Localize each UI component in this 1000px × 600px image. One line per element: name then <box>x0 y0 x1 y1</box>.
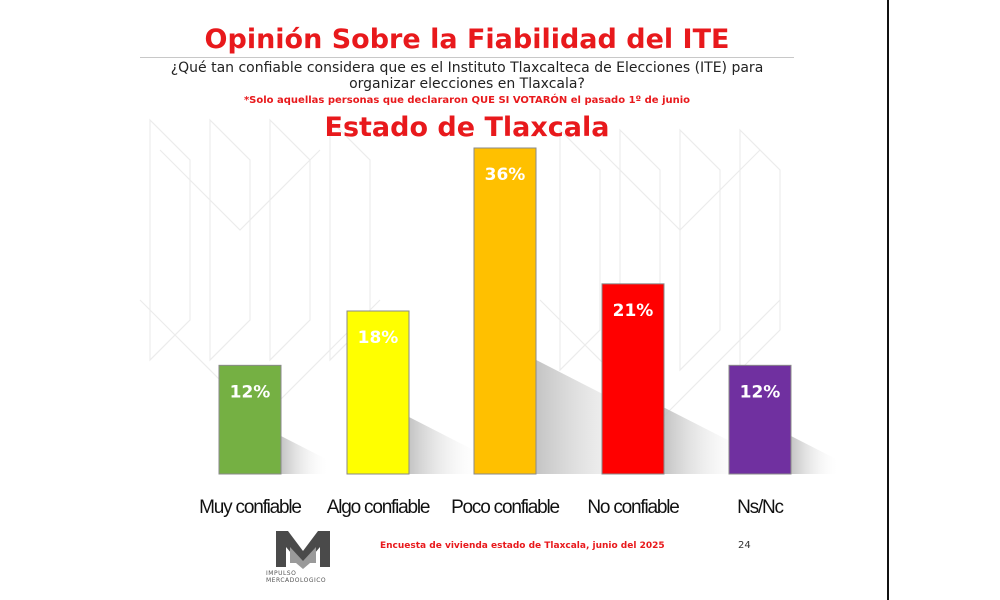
category-label: Muy confiable <box>199 497 301 518</box>
data-label: 12% <box>740 382 781 402</box>
logo-text-line1: IMPULSO <box>266 570 297 577</box>
survey-note: *Solo aquellas personas que declararon Q… <box>243 95 691 106</box>
category-label: No confiable <box>587 497 679 518</box>
data-label: 21% <box>613 301 654 321</box>
category-label: Ns/Nc <box>737 497 783 518</box>
bar-ns-nc <box>728 364 792 475</box>
bar-shadow <box>664 407 750 474</box>
source-footer: Encuesta de vivienda estado de Tlaxcala,… <box>380 541 665 551</box>
data-label: 36% <box>485 165 526 185</box>
bar-shadow <box>281 435 330 474</box>
m-monogram-icon <box>276 531 330 569</box>
chart-title: Opinión Sobre la Fiabilidad del ITE <box>204 24 730 55</box>
survey-question: ¿Qué tan confiable considera que es el I… <box>170 60 764 92</box>
bar-no-confiable <box>601 283 665 475</box>
bar-algo-confiable <box>346 310 410 475</box>
bar-shadow <box>409 416 483 474</box>
bar-muy-confiable <box>218 364 282 475</box>
page-number: 24 <box>738 540 751 551</box>
data-label: 18% <box>358 328 399 348</box>
category-label: Poco confiable <box>451 497 559 518</box>
bar-shadow <box>791 435 840 474</box>
bar-poco-confiable <box>473 147 537 475</box>
title-rule <box>140 57 794 58</box>
logo-text: IMPULSO MERCADOLOGICO <box>266 570 326 584</box>
logo-text-line2: MERCADOLOGICO <box>266 577 327 584</box>
chart-subtitle: Estado de Tlaxcala <box>324 112 610 143</box>
page-edge-line <box>887 0 889 600</box>
data-label: 12% <box>230 382 271 402</box>
category-label: Algo confiable <box>327 497 430 518</box>
